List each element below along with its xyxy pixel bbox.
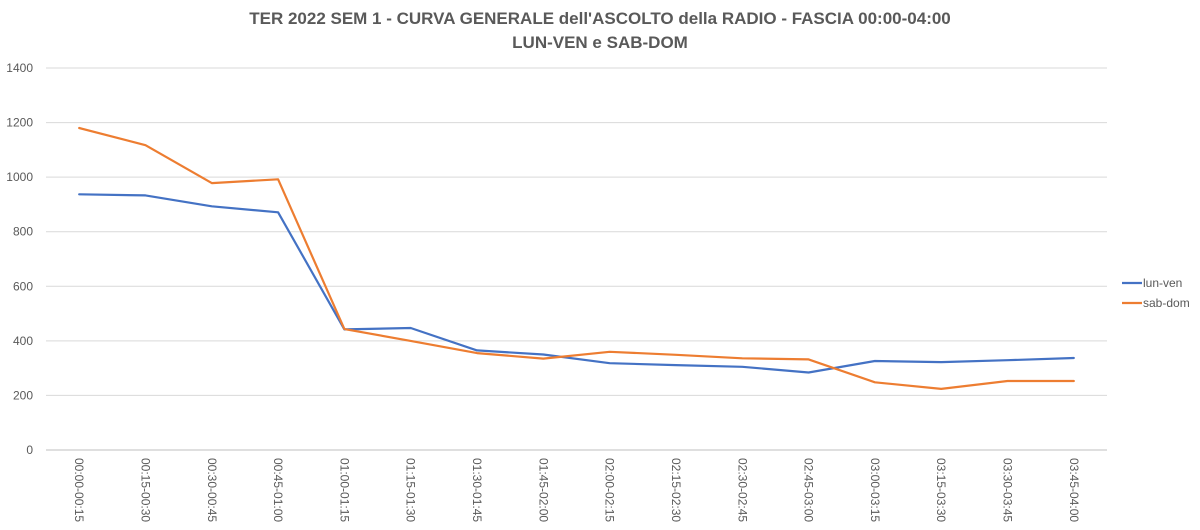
x-tick-label: 02:30-02:45 bbox=[735, 458, 749, 522]
series-line-sab-dom bbox=[78, 126, 1075, 390]
x-tick-label: 02:45-03:00 bbox=[802, 458, 816, 522]
x-tick-label: 00:45-01:00 bbox=[271, 458, 285, 522]
x-tick-label: 03:15-03:30 bbox=[934, 458, 948, 522]
y-tick-label: 200 bbox=[13, 388, 33, 402]
y-tick-label: 1000 bbox=[6, 170, 33, 184]
x-tick-label: 03:30-03:45 bbox=[1001, 458, 1015, 522]
x-tick-label: 00:00-00:15 bbox=[72, 458, 86, 522]
grid bbox=[46, 67, 1107, 451]
x-tick-label: 01:00-01:15 bbox=[337, 458, 351, 522]
y-tick-label: 1200 bbox=[6, 116, 33, 130]
x-tick-label: 00:30-00:45 bbox=[205, 458, 219, 522]
legend-label: lun-ven bbox=[1143, 276, 1182, 290]
y-axis-ticks: 0 200 400 600 800 1000 1200 1400 bbox=[6, 61, 33, 457]
chart-title: TER 2022 SEM 1 - CURVA GENERALE dell'ASC… bbox=[249, 9, 951, 28]
x-tick-label: 01:45-02:00 bbox=[536, 458, 550, 522]
chart-subtitle: LUN-VEN e SAB-DOM bbox=[512, 33, 688, 52]
x-tick-label: 03:45-04:00 bbox=[1067, 458, 1081, 522]
x-tick-label: 00:15-00:30 bbox=[138, 458, 152, 522]
legend-label: sab-dom bbox=[1143, 296, 1190, 310]
x-tick-label: 01:30-01:45 bbox=[470, 458, 484, 522]
y-tick-label: 400 bbox=[13, 334, 33, 348]
x-tick-label: 02:15-02:30 bbox=[669, 458, 683, 522]
x-tick-label: 02:00-02:15 bbox=[603, 458, 617, 522]
series-lines bbox=[78, 126, 1075, 390]
x-tick-label: 03:00-03:15 bbox=[868, 458, 882, 522]
x-axis-ticks: 00:00-00:15 00:15-00:30 00:30-00:45 00:45-0… bbox=[72, 458, 1081, 522]
y-tick-label: 800 bbox=[13, 225, 33, 239]
legend: lun-ven sab-dom bbox=[1122, 276, 1190, 310]
y-tick-label: 0 bbox=[26, 443, 33, 457]
y-tick-label: 600 bbox=[13, 279, 33, 293]
y-tick-label: 1400 bbox=[6, 61, 33, 75]
x-tick-label: 01:15-01:30 bbox=[404, 458, 418, 522]
series-line-lun-ven bbox=[78, 193, 1075, 374]
